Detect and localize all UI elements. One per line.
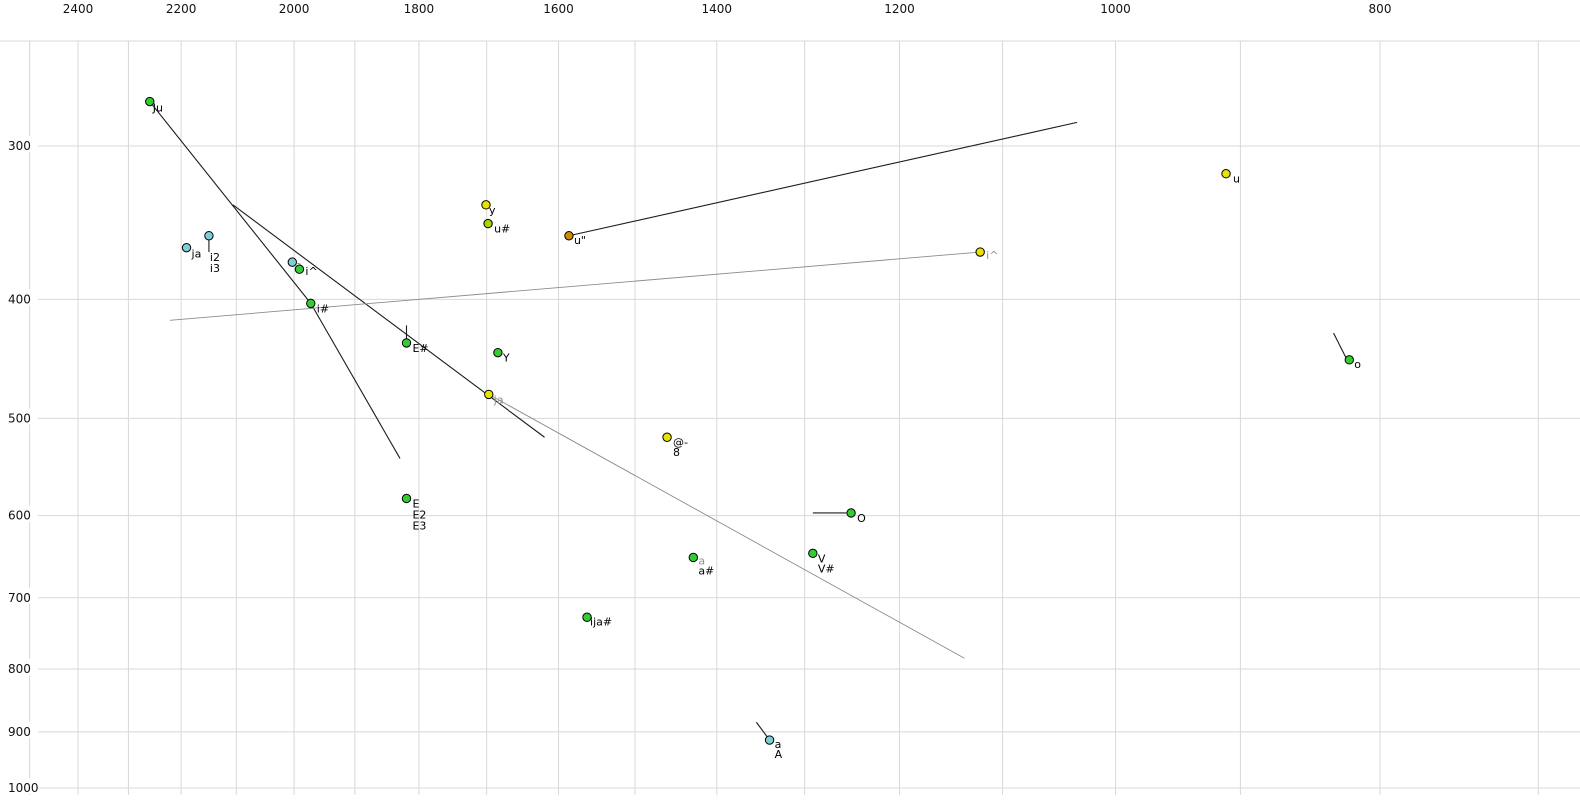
data-point xyxy=(483,218,493,229)
point-label: E# xyxy=(412,342,428,355)
x-axis-tick-label: 1000 xyxy=(1100,2,1131,16)
data-point xyxy=(764,735,775,745)
point-label: E2 xyxy=(412,508,426,521)
point-label: i# xyxy=(317,302,329,315)
point-label: Ju xyxy=(152,102,163,115)
trajectory-line xyxy=(310,303,401,459)
y-axis-label-backing xyxy=(0,136,38,152)
y-axis-tick-label: 900 xyxy=(8,725,31,739)
y-axis-label-backing xyxy=(0,587,38,604)
point-label: O xyxy=(857,512,866,525)
y-axis-label-backing xyxy=(0,778,38,794)
point-label: y xyxy=(489,204,496,217)
data-point xyxy=(401,493,412,504)
x-axis-tick-label: 800 xyxy=(1369,2,1392,16)
point-label: u xyxy=(1233,173,1240,186)
data-point xyxy=(564,231,574,241)
y-axis-label-backing xyxy=(0,721,38,738)
data-point xyxy=(493,347,503,358)
data-point xyxy=(484,389,494,400)
trajectory-line xyxy=(488,394,965,659)
point-label: Y xyxy=(502,352,510,365)
point-label: ja xyxy=(493,393,504,406)
y-axis-tick-label: 600 xyxy=(8,509,31,523)
point-label: V# xyxy=(818,562,835,575)
y-axis-tick-label: 500 xyxy=(8,411,31,425)
point-label: u" xyxy=(574,234,586,247)
point-label: @- xyxy=(673,436,688,449)
y-axis-tick-label: 800 xyxy=(8,662,31,676)
point-label: a xyxy=(775,738,782,751)
point-label: E xyxy=(412,497,419,510)
data-point xyxy=(975,247,985,257)
data-point xyxy=(846,508,856,518)
data-point xyxy=(401,338,412,348)
point-label: i3 xyxy=(210,262,220,275)
data-point xyxy=(287,257,297,267)
x-axis-tick-label: 1800 xyxy=(404,2,435,16)
trajectory-line xyxy=(149,101,312,304)
point-label: a# xyxy=(698,564,714,577)
data-point xyxy=(204,231,214,241)
data-point xyxy=(306,298,316,309)
trajectory-line xyxy=(568,121,1078,237)
point-label: i2 xyxy=(210,251,220,264)
y-axis-label-backing xyxy=(0,505,38,522)
point-label: a xyxy=(698,554,705,567)
x-axis-tick-label: 2200 xyxy=(166,2,197,16)
point-label: V xyxy=(818,552,826,565)
point-label: i^ xyxy=(986,249,998,262)
y-axis-tick-label: 300 xyxy=(8,139,31,153)
data-point xyxy=(294,264,305,274)
data-point xyxy=(662,432,672,442)
x-axis-tick-label: 1200 xyxy=(884,2,915,16)
trajectory-line xyxy=(232,204,545,438)
trajectory-line xyxy=(755,721,769,739)
data-point xyxy=(181,242,192,253)
y-axis-tick-label: 700 xyxy=(8,591,31,605)
x-axis-tick-label: 2000 xyxy=(279,2,310,16)
y-axis-label-backing xyxy=(0,659,38,676)
x-axis-tick-label: 2400 xyxy=(63,2,94,16)
y-axis-label-backing xyxy=(0,289,38,306)
trajectory-line xyxy=(1333,332,1347,359)
data-point xyxy=(1344,355,1354,365)
y-axis-tick-label: 400 xyxy=(8,292,31,306)
data-point xyxy=(582,612,592,622)
point-label: o xyxy=(1354,358,1361,371)
trajectory-line xyxy=(169,251,981,321)
x-axis-tick-label: 1400 xyxy=(702,2,733,16)
x-axis-tick-label: 1600 xyxy=(543,2,574,16)
data-point xyxy=(688,552,699,563)
point-label: ija# xyxy=(590,615,612,628)
y-axis-label-backing xyxy=(0,408,38,425)
point-label: 8 xyxy=(673,446,680,459)
data-point xyxy=(145,96,155,107)
data-point xyxy=(481,200,491,210)
point-label: A xyxy=(775,748,783,761)
point-label: u# xyxy=(494,223,510,236)
point-label: i^ xyxy=(305,265,317,278)
data-point xyxy=(1221,169,1231,179)
y-axis-tick-label: 1000 xyxy=(8,781,39,795)
point-label: E3 xyxy=(412,519,426,532)
data-point xyxy=(808,548,818,559)
point-label: ja xyxy=(191,248,202,261)
